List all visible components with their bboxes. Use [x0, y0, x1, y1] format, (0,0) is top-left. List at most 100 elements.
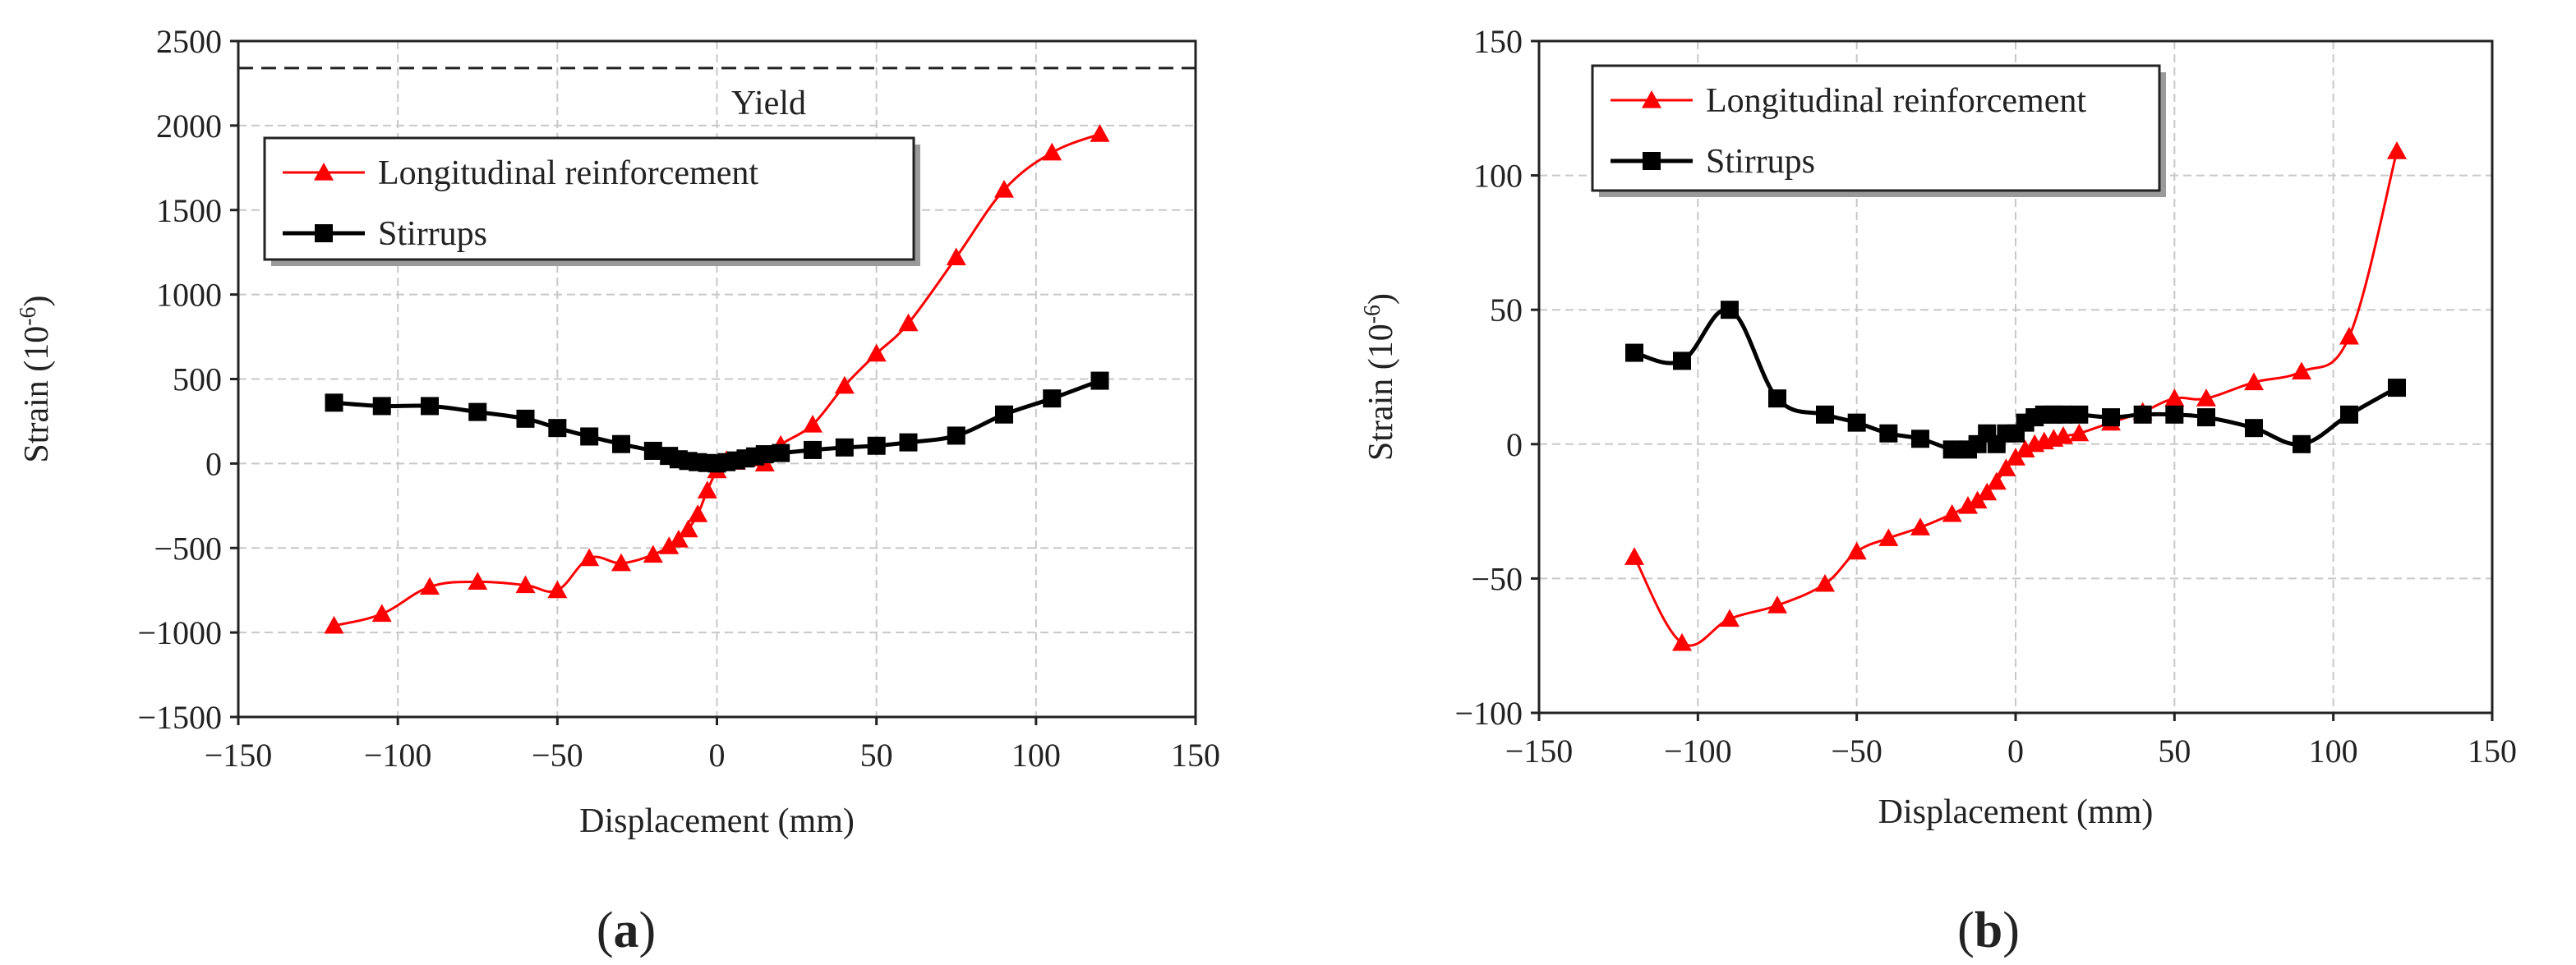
y-tick-label-b: 100 — [1473, 158, 1523, 195]
data-point-longitudinal-b — [1967, 490, 1988, 509]
data-point-stirrups-a — [835, 438, 854, 457]
y-tick-label-a: −500 — [154, 530, 222, 567]
caption-a: (a) — [597, 903, 656, 958]
data-point-stirrups-a — [580, 427, 599, 446]
y-tick-label-a: 500 — [173, 361, 222, 398]
data-point-stirrups-a — [947, 426, 965, 445]
data-point-stirrups-a — [516, 409, 535, 428]
x-tick-label-a: −150 — [205, 737, 273, 774]
data-point-longitudinal-b — [1815, 573, 1835, 592]
y-tick-label-b: 50 — [1490, 292, 1523, 329]
data-point-longitudinal-b — [1720, 609, 1740, 627]
data-point-longitudinal-a — [898, 313, 919, 332]
data-point-stirrups-b — [2054, 405, 2072, 424]
y-tick-label-a: −1000 — [137, 614, 222, 651]
x-tick-label-b: −50 — [1831, 733, 1882, 770]
legend-box-a — [263, 136, 915, 261]
data-point-longitudinal-b — [1878, 528, 1899, 546]
data-point-longitudinal-a — [1090, 124, 1110, 142]
data-point-stirrups-b — [2245, 419, 2263, 438]
y-tick-label-b: 0 — [1506, 426, 1523, 463]
data-point-longitudinal-a — [547, 580, 568, 599]
legend-label-longitudinal-a: Longitudinal reinforcement — [378, 154, 758, 192]
yield-annotation: Yield — [731, 85, 806, 122]
data-point-stirrups-b — [1847, 413, 1866, 432]
data-point-longitudinal-a — [866, 343, 887, 362]
data-point-stirrups-a — [325, 393, 343, 412]
data-point-stirrups-a — [643, 441, 662, 460]
x-tick-label-a: 100 — [1012, 737, 1061, 774]
y-tick-label-a: 0 — [205, 445, 222, 482]
data-point-stirrups-a — [899, 433, 918, 452]
x-tick-label-b: −100 — [1664, 733, 1732, 770]
data-point-stirrups-b — [2340, 405, 2358, 424]
caption-b: (b) — [1957, 903, 2020, 958]
data-point-longitudinal-a — [803, 415, 823, 433]
legend-label-longitudinal-b: Longitudinal reinforcement — [1706, 82, 2086, 120]
y-tick-label-a: 1500 — [156, 192, 222, 229]
x-tick-label-b: 100 — [2309, 733, 2358, 770]
data-point-stirrups-b — [2133, 405, 2152, 424]
chart-panel-a: −150 −100 −50 0 50 100 150−1500−1000−500050010… — [16, 23, 1221, 958]
data-point-longitudinal-a — [697, 480, 717, 499]
data-point-longitudinal-b — [2069, 423, 2090, 442]
data-point-stirrups-a — [421, 397, 439, 416]
data-point-longitudinal-a — [1042, 142, 1062, 161]
data-point-longitudinal-b — [1672, 632, 1692, 651]
data-point-stirrups-b — [1625, 343, 1643, 362]
data-point-stirrups-b — [1879, 424, 1898, 443]
y-tick-label-a: 2500 — [156, 23, 222, 60]
legend-a: Longitudinal reinforcement Stirrups — [263, 136, 920, 266]
data-point-longitudinal-b — [1624, 547, 1644, 565]
data-point-stirrups-b — [2293, 434, 2311, 453]
x-tick-label-a: 0 — [709, 737, 726, 774]
x-tick-label-b: −150 — [1505, 733, 1574, 770]
data-point-stirrups-a — [468, 402, 487, 421]
series-b — [1624, 141, 2407, 651]
data-point-longitudinal-a — [468, 572, 488, 590]
data-point-longitudinal-a — [994, 180, 1014, 198]
data-point-stirrups-b — [2102, 408, 2120, 427]
y-tick-label-b: 150 — [1473, 23, 1523, 60]
data-point-longitudinal-b — [2053, 425, 2073, 444]
legend-marker-stirrups-b — [1643, 152, 1661, 170]
data-point-longitudinal-a — [659, 536, 680, 554]
data-point-longitudinal-b — [1910, 517, 1930, 535]
y-tick-label-a: 1000 — [156, 277, 222, 314]
legend-marker-longitudinal-b — [1642, 90, 1661, 108]
series-a — [324, 124, 1110, 634]
data-point-longitudinal-a — [515, 575, 536, 594]
legend-label-stirrups-b: Stirrups — [1706, 143, 1815, 181]
x-tick-label-a: 50 — [860, 737, 893, 774]
data-point-longitudinal-a — [371, 604, 392, 623]
y-tick-label-b: −50 — [1471, 560, 1523, 597]
legend-box-b — [1591, 64, 2161, 192]
data-point-stirrups-a — [995, 405, 1013, 424]
data-point-stirrups-a — [612, 434, 630, 453]
x-tick-label-a: −50 — [532, 737, 583, 774]
data-point-stirrups-a — [548, 419, 567, 438]
data-point-longitudinal-a — [688, 504, 708, 522]
data-point-longitudinal-a — [678, 519, 698, 538]
data-point-stirrups-b — [1816, 405, 1834, 424]
data-point-longitudinal-b — [2387, 141, 2407, 159]
data-point-stirrups-b — [2165, 405, 2184, 424]
legend-marker-longitudinal-a — [314, 163, 334, 181]
data-point-stirrups-b — [1942, 440, 1961, 459]
data-point-longitudinal-b — [2292, 361, 2311, 380]
x-axis-label-b: Displacement (mm) — [1878, 793, 2154, 831]
data-point-stirrups-a — [372, 397, 391, 416]
x-tick-label-a: −100 — [364, 737, 432, 774]
data-point-stirrups-a — [867, 436, 886, 455]
data-point-longitudinal-b — [1942, 503, 1962, 522]
data-point-longitudinal-b — [2006, 448, 2025, 466]
data-point-stirrups-a — [1043, 389, 1062, 408]
y-tick-label-a: 2000 — [156, 108, 222, 145]
data-point-stirrups-a — [1090, 371, 1109, 390]
data-point-stirrups-b — [1911, 430, 1929, 448]
y-axis-label-b: Strain (10-6) — [1360, 293, 1401, 461]
x-axis-label-a: Displacement (mm) — [579, 802, 855, 840]
